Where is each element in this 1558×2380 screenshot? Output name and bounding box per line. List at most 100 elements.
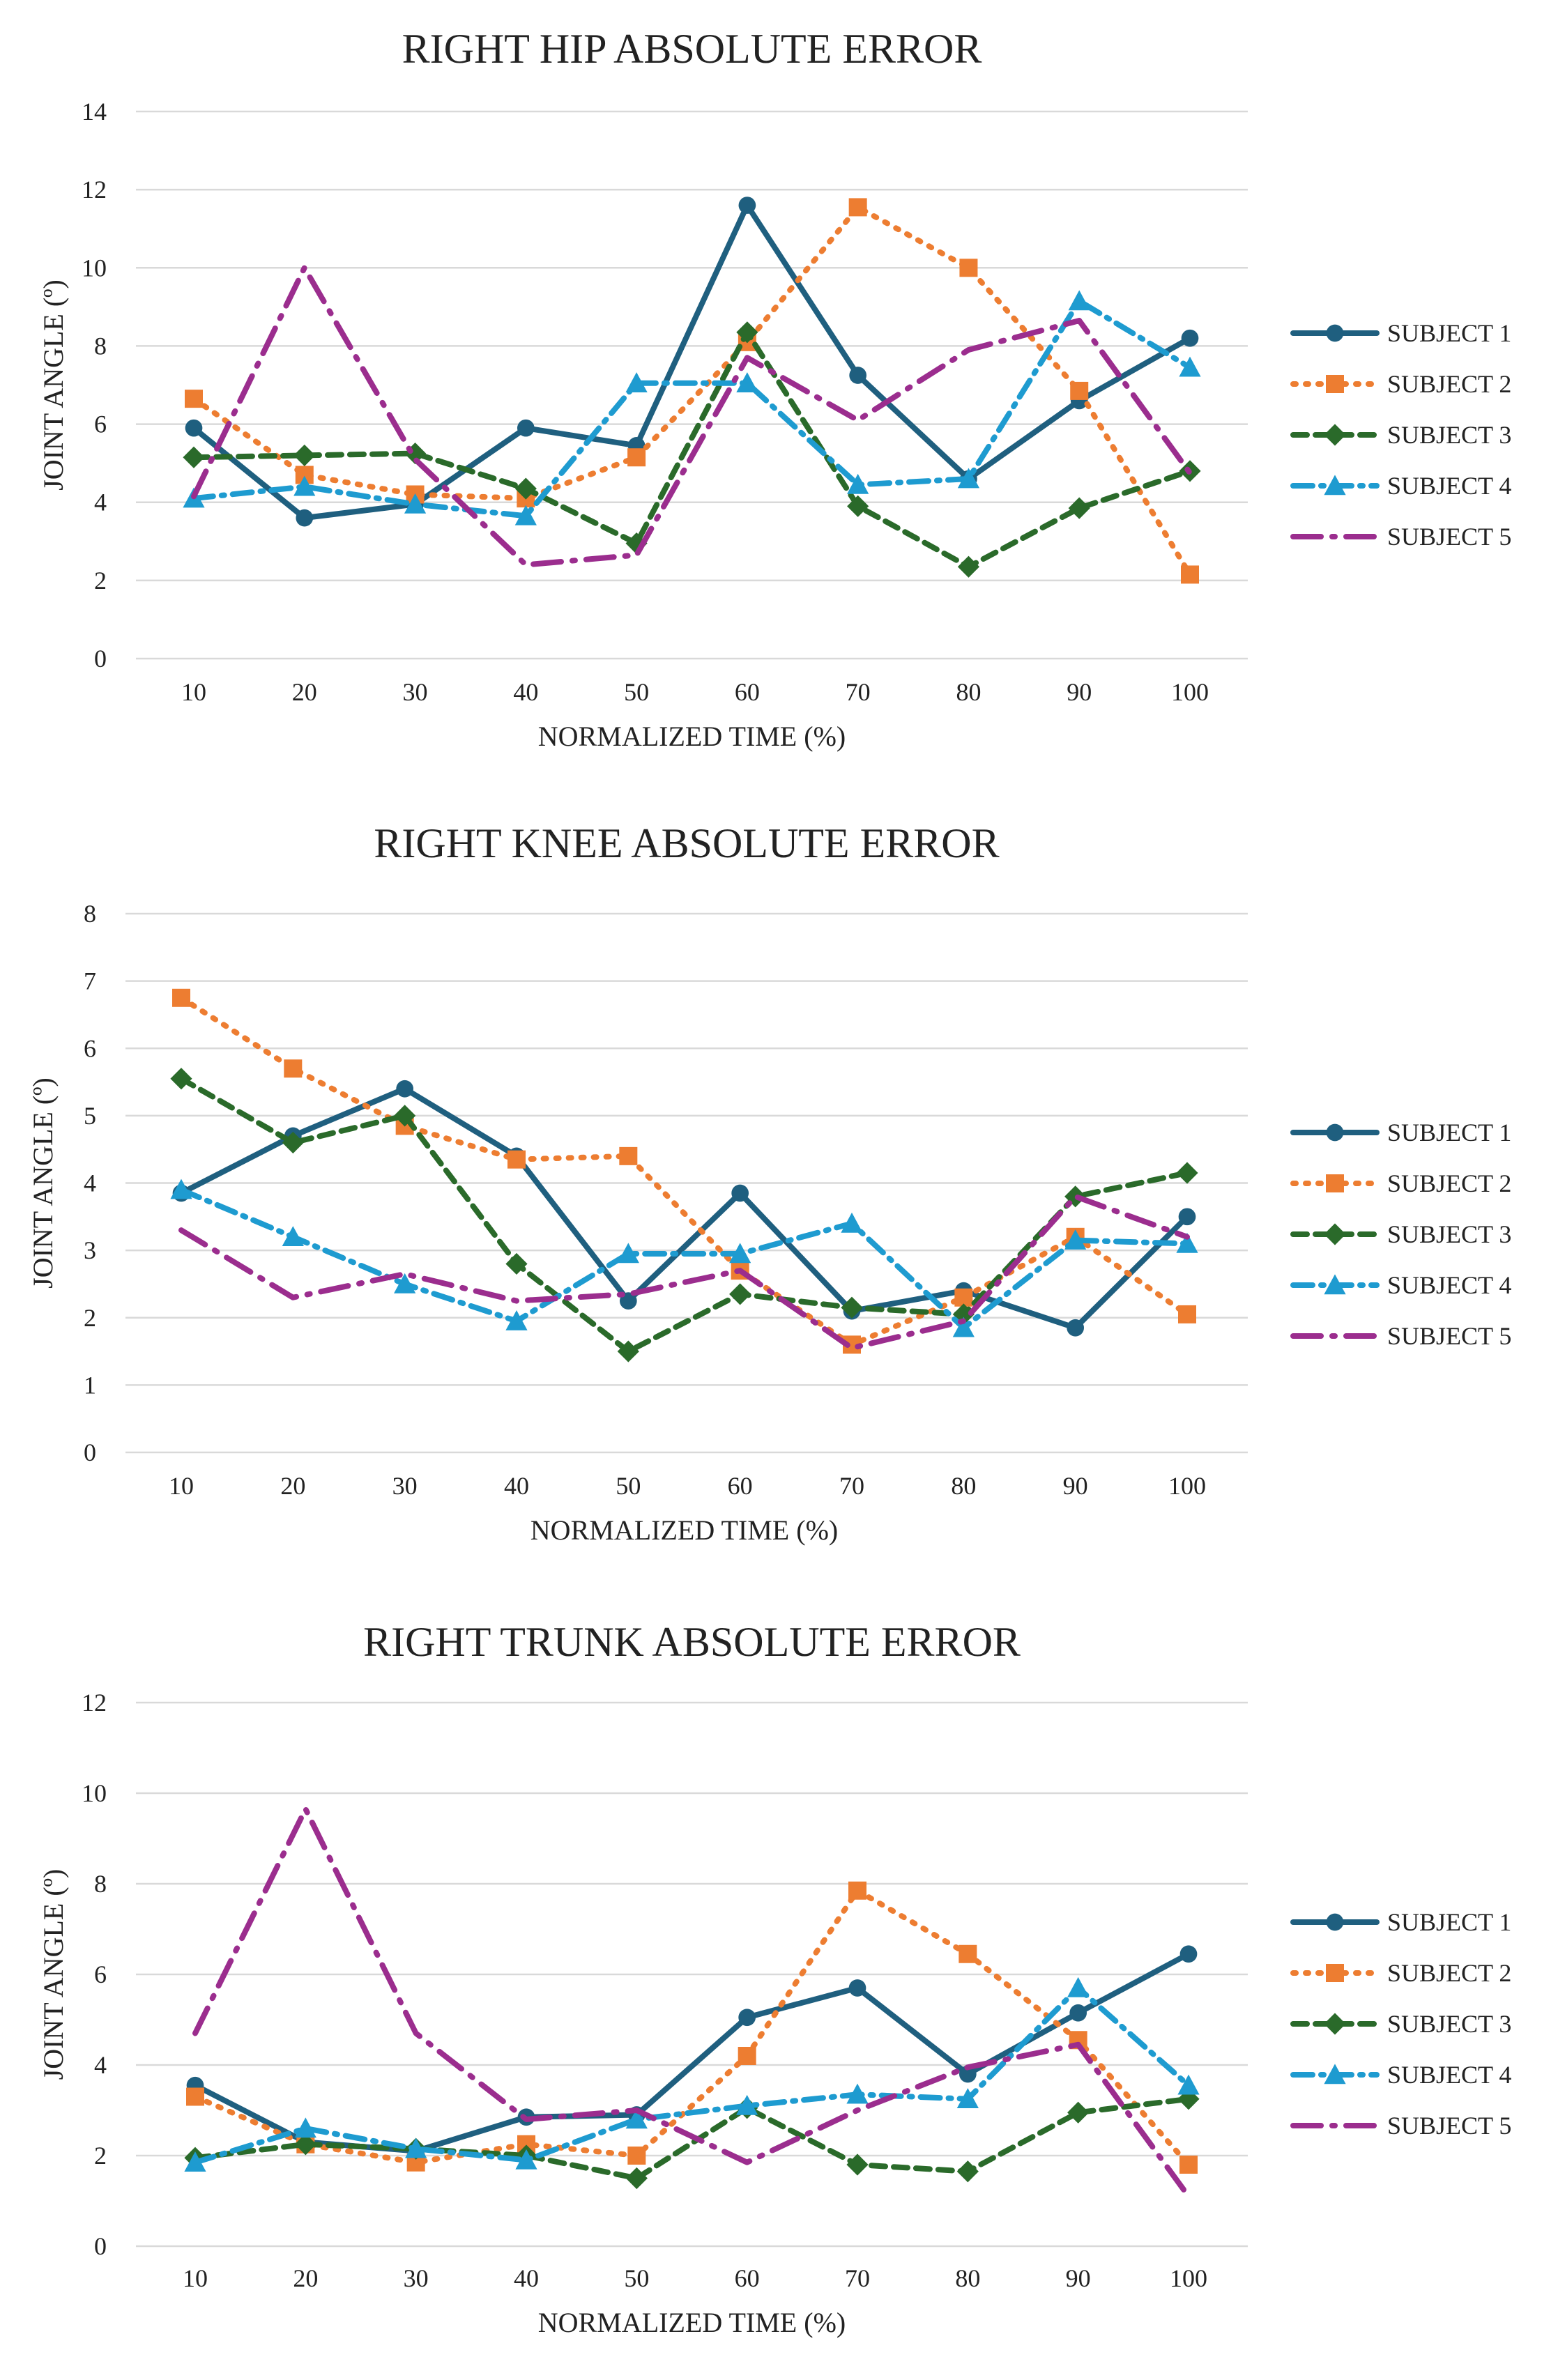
x-tick-label: 70 [839, 1472, 864, 1500]
y-tick-label: 14 [82, 98, 107, 125]
x-tick-label: 40 [504, 1472, 529, 1500]
data-point [627, 448, 646, 467]
data-point [1067, 1976, 1090, 1997]
data-point [293, 444, 316, 467]
data-point [625, 2108, 648, 2129]
data-point [1179, 1945, 1198, 1963]
x-tick-label: 50 [624, 678, 649, 706]
data-point [405, 2137, 427, 2158]
data-point [1176, 1232, 1198, 1253]
legend-label: SUBJECT 3 [1387, 421, 1511, 449]
data-point [396, 1080, 414, 1098]
data-point [738, 2047, 756, 2065]
data-point [170, 1068, 192, 1090]
legend-entry: SUBJECT 1 [1290, 1119, 1511, 1146]
series-line [192, 1806, 1191, 2199]
legend-entry: SUBJECT 3 [1290, 421, 1511, 449]
y-tick-label: 12 [82, 1689, 107, 1717]
y-tick-label: 8 [94, 1870, 107, 1898]
x-tick-label: 60 [728, 1472, 753, 1500]
legend-marker [1326, 375, 1344, 393]
chart-title: RIGHT HIP ABSOLUTE ERROR [402, 26, 982, 72]
series-1 [185, 197, 1199, 527]
data-point [1178, 1305, 1196, 1323]
legend-label: SUBJECT 4 [1387, 472, 1511, 500]
y-tick-label: 0 [94, 645, 107, 673]
y-tick-label: 4 [94, 489, 107, 516]
data-point [1177, 2088, 1200, 2110]
legend-label: SUBJECT 2 [1387, 370, 1511, 398]
x-tick-label: 90 [1067, 678, 1092, 706]
chart-title: RIGHT KNEE ABSOLUTE ERROR [374, 820, 999, 866]
data-point [507, 1150, 526, 1169]
legend-label: SUBJECT 2 [1387, 1169, 1511, 1197]
chart-svg: 0 2 4 6 8 10 12 10 20 30 40 50 60 70 80 90 100 RIGHT TRUN… [38, 1619, 1511, 2338]
y-tick-label: 4 [94, 2051, 107, 2079]
x-tick-label: 50 [624, 2264, 649, 2292]
data-point [627, 2147, 646, 2165]
series-line [192, 1887, 1191, 2167]
data-point [738, 2009, 756, 2027]
data-point [1067, 2101, 1090, 2124]
chart-svg: 0 2 4 6 8 10 12 14 10 20 30 40 50 60 70 80 90 100 RIGHT HI… [38, 26, 1511, 752]
series-line [191, 202, 1193, 521]
data-point [505, 1252, 528, 1275]
y-tick-label: 3 [84, 1236, 96, 1264]
data-point [185, 390, 203, 408]
y-tick-label: 1 [84, 1371, 96, 1399]
x-tick-label: 30 [403, 678, 428, 706]
legend-entry: SUBJECT 4 [1290, 1271, 1511, 1299]
legend-label: SUBJECT 3 [1387, 1220, 1511, 1248]
knee-chart: 0 1 2 3 4 5 6 7 8 10 20 30 40 50 60 70 80 90 100 RIGHT KNEE… [0, 793, 1558, 1586]
legend-label: SUBJECT 5 [1387, 2112, 1511, 2140]
data-point [1179, 356, 1201, 377]
y-axis-title: JOINT ANGLE (º) [38, 1869, 69, 2080]
x-tick-label: 80 [956, 678, 981, 706]
data-point [849, 367, 867, 384]
y-tick-label: 6 [84, 1034, 96, 1062]
legend-label: SUBJECT 1 [1387, 1119, 1511, 1146]
series-line [192, 2096, 1191, 2181]
x-axis-title: NORMALIZED TIME (%) [530, 1514, 838, 1546]
series-line [178, 1187, 1190, 1331]
x-tick-label: 100 [1168, 1472, 1206, 1500]
legend-entry: SUBJECT 1 [1290, 319, 1511, 347]
data-point [625, 532, 648, 555]
x-tick-label: 30 [404, 2264, 429, 2292]
y-axis-title: JOINT ANGLE (º) [38, 279, 69, 491]
data-point [847, 473, 869, 494]
x-tick-label: 80 [955, 2264, 980, 2292]
x-tick-label: 20 [293, 2264, 318, 2292]
data-point [617, 1243, 639, 1264]
data-point [625, 372, 648, 392]
legend-marker [1324, 2013, 1346, 2035]
data-point [284, 1059, 303, 1078]
x-tick-label: 100 [1170, 2264, 1207, 2292]
data-point [956, 2088, 979, 2109]
data-point [736, 372, 758, 392]
data-point [514, 505, 537, 525]
series-2 [172, 988, 1196, 1354]
legend-marker [1324, 424, 1346, 446]
data-point [294, 2117, 316, 2138]
y-tick-label: 2 [94, 2142, 107, 2170]
data-point [959, 2065, 977, 2083]
data-point [1070, 381, 1089, 400]
y-tick-label: 6 [94, 1960, 107, 1988]
legend-label: SUBJECT 1 [1387, 1908, 1511, 1936]
legend-label: SUBJECT 4 [1387, 1271, 1511, 1299]
data-point [282, 1131, 304, 1154]
series-4 [184, 1976, 1200, 2172]
legend-label: SUBJECT 2 [1387, 1959, 1511, 1987]
data-point [170, 1179, 192, 1199]
legend-marker [1324, 1223, 1346, 1245]
x-tick-label: 100 [1171, 678, 1209, 706]
data-point [847, 495, 869, 517]
data-point [1176, 1162, 1198, 1184]
data-point [1179, 2156, 1198, 2174]
data-point [186, 2087, 204, 2106]
x-tick-label: 30 [392, 1472, 418, 1500]
series-line [191, 298, 1193, 519]
y-tick-label: 2 [84, 1304, 96, 1332]
data-point [848, 198, 867, 217]
